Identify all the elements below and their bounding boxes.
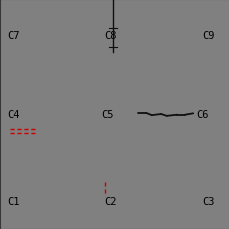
Text: C2: C2 bbox=[104, 196, 117, 206]
Text: C1: C1 bbox=[7, 196, 19, 206]
Text: C8: C8 bbox=[104, 31, 117, 41]
Text: C9: C9 bbox=[202, 31, 214, 41]
Text: C6: C6 bbox=[196, 109, 208, 119]
Text: C3: C3 bbox=[202, 196, 214, 206]
Text: C5: C5 bbox=[101, 109, 113, 119]
Text: C4: C4 bbox=[7, 109, 19, 119]
Text: C7: C7 bbox=[7, 31, 19, 41]
